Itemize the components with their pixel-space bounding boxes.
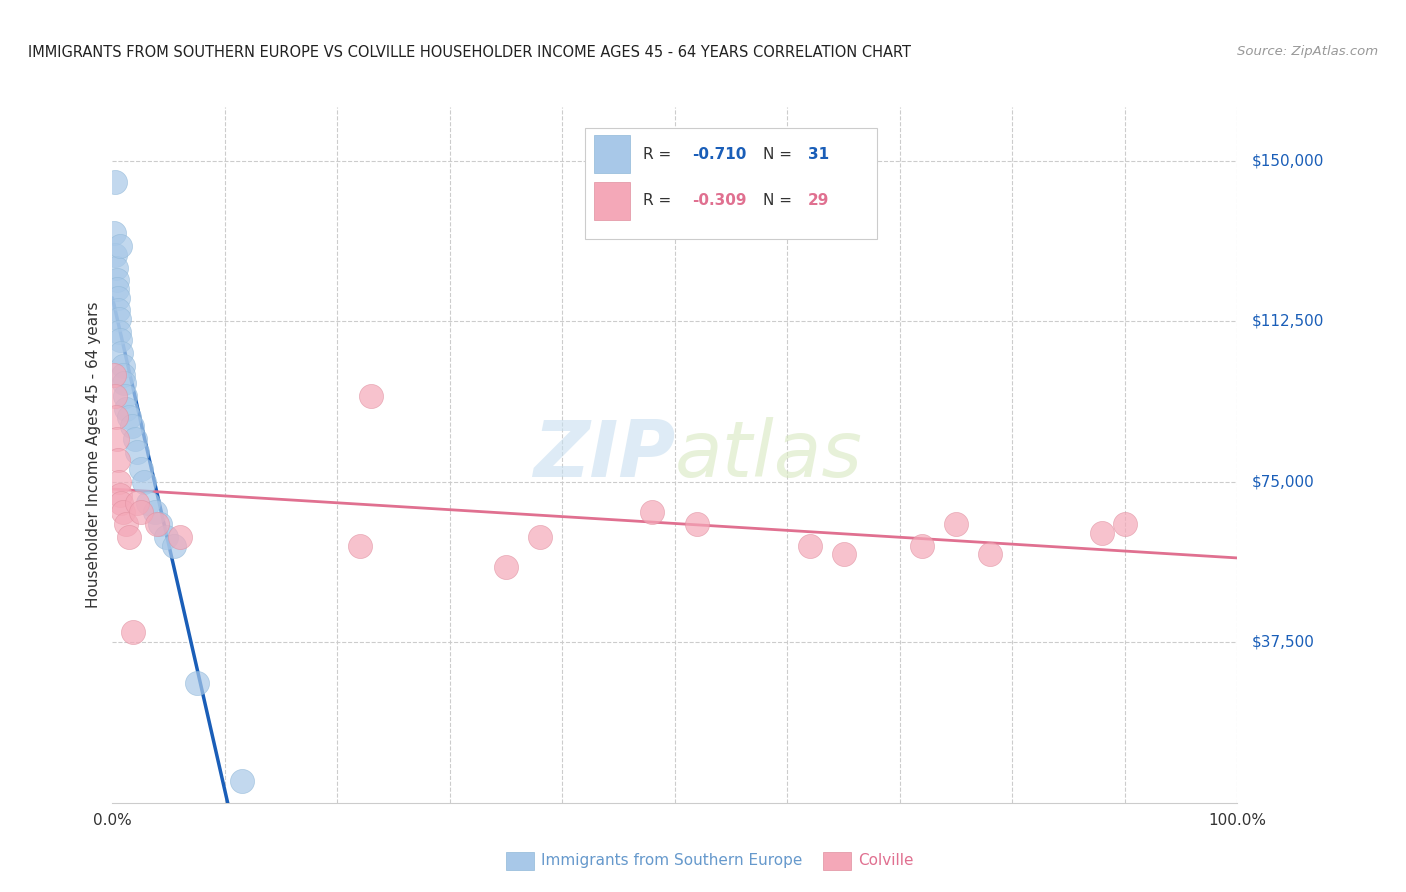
Point [108, 325, 131, 339]
Text: -0.710: -0.710 [692, 147, 747, 161]
Point [529, 530, 551, 544]
Point [110, 334, 132, 348]
Point [832, 548, 855, 562]
Point [155, 530, 177, 544]
Point [349, 539, 371, 553]
Text: Source: ZipAtlas.com: Source: ZipAtlas.com [1237, 45, 1378, 58]
Text: atlas: atlas [675, 417, 863, 493]
Point [911, 539, 934, 553]
Point [641, 505, 664, 519]
Point [104, 175, 127, 189]
Point [105, 432, 128, 446]
Point [1114, 517, 1136, 532]
Point [111, 359, 134, 373]
Point [143, 505, 166, 519]
Point [105, 282, 128, 296]
Point [114, 389, 136, 403]
Point [107, 291, 129, 305]
Point [111, 368, 134, 382]
Point [979, 548, 1001, 562]
Point [121, 419, 143, 434]
Point [945, 517, 967, 532]
Text: R =: R = [644, 147, 676, 161]
Point [103, 227, 125, 241]
Point [111, 505, 134, 519]
Point [127, 444, 149, 458]
Text: 31: 31 [807, 147, 828, 161]
Point [118, 530, 141, 544]
Point [186, 676, 208, 690]
Point [121, 624, 143, 639]
Text: 29: 29 [807, 194, 830, 209]
Y-axis label: Householder Income Ages 45 - 64 years: Householder Income Ages 45 - 64 years [86, 301, 101, 608]
Text: $75,000: $75,000 [1251, 475, 1315, 489]
Point [129, 462, 152, 476]
Text: N =: N = [762, 147, 796, 161]
Point [108, 312, 131, 326]
Text: Immigrants from Southern Europe: Immigrants from Southern Europe [541, 854, 803, 868]
Point [163, 539, 186, 553]
Point [103, 368, 125, 382]
Point [127, 496, 149, 510]
Point [112, 376, 135, 391]
Point [104, 389, 127, 403]
Point [799, 539, 821, 553]
Point [124, 432, 146, 446]
FancyBboxPatch shape [585, 128, 877, 239]
Bar [593, 136, 630, 173]
Point [360, 389, 382, 403]
Text: $37,500: $37,500 [1251, 635, 1315, 649]
Text: -0.309: -0.309 [692, 194, 747, 209]
Point [104, 248, 127, 262]
Text: N =: N = [762, 194, 796, 209]
Text: R =: R = [644, 194, 676, 209]
Point [129, 505, 152, 519]
Point [115, 401, 138, 416]
Point [110, 496, 132, 510]
Text: $112,500: $112,500 [1251, 314, 1323, 328]
Point [231, 774, 253, 789]
Point [110, 487, 132, 501]
Point [495, 560, 517, 574]
Bar [593, 182, 630, 220]
Point [105, 273, 128, 287]
Text: Colville: Colville [858, 854, 912, 868]
Point [110, 346, 132, 360]
Text: ZIP: ZIP [533, 417, 675, 493]
Point [107, 453, 129, 467]
Point [110, 239, 132, 253]
Point [138, 496, 160, 510]
Text: $150,000: $150,000 [1251, 153, 1323, 168]
Point [146, 517, 169, 532]
Point [1091, 526, 1114, 541]
Point [118, 410, 141, 425]
Point [149, 517, 172, 532]
Point [108, 475, 131, 489]
Point [104, 260, 127, 275]
Point [104, 410, 127, 425]
Point [132, 475, 155, 489]
Point [686, 517, 709, 532]
Point [107, 303, 129, 318]
Point [115, 517, 138, 532]
Text: IMMIGRANTS FROM SOUTHERN EUROPE VS COLVILLE HOUSEHOLDER INCOME AGES 45 - 64 YEAR: IMMIGRANTS FROM SOUTHERN EUROPE VS COLVI… [28, 45, 911, 60]
Point [169, 530, 191, 544]
